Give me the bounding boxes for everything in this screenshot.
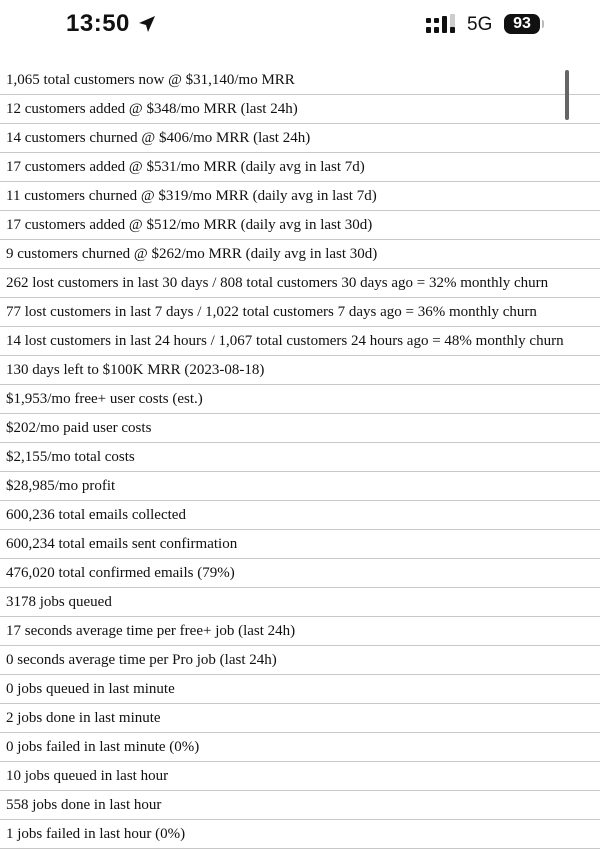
stat-row: 2 jobs done in last minute bbox=[0, 704, 600, 733]
stat-row: 17 customers added @ $512/mo MRR (daily … bbox=[0, 211, 600, 240]
stat-row: 14 customers churned @ $406/mo MRR (last… bbox=[0, 124, 600, 153]
stat-row: 17 seconds average time per free+ job (l… bbox=[0, 617, 600, 646]
stat-row: $28,985/mo profit bbox=[0, 472, 600, 501]
location-arrow-icon bbox=[139, 16, 155, 32]
scrollbar[interactable] bbox=[565, 70, 569, 120]
stat-row: 1,065 total customers now @ $31,140/mo M… bbox=[0, 66, 600, 95]
stat-row: 14 lost customers in last 24 hours / 1,0… bbox=[0, 327, 600, 356]
cellular-signal-icon bbox=[426, 14, 455, 33]
battery-tip bbox=[542, 20, 544, 28]
stat-row: 17 customers added @ $531/mo MRR (daily … bbox=[0, 153, 600, 182]
stat-row: 0 jobs failed in last minute (0%) bbox=[0, 733, 600, 762]
stats-list: 1,065 total customers now @ $31,140/mo M… bbox=[0, 66, 600, 849]
stat-row: 558 jobs done in last hour bbox=[0, 791, 600, 820]
stat-row: 10 jobs queued in last hour bbox=[0, 762, 600, 791]
stat-row: 77 lost customers in last 7 days / 1,022… bbox=[0, 298, 600, 327]
stat-row: $202/mo paid user costs bbox=[0, 414, 600, 443]
stat-row: 600,236 total emails collected bbox=[0, 501, 600, 530]
stat-row: 0 seconds average time per Pro job (last… bbox=[0, 646, 600, 675]
stat-row: 12 customers added @ $348/mo MRR (last 2… bbox=[0, 95, 600, 124]
stat-row: 476,020 total confirmed emails (79%) bbox=[0, 559, 600, 588]
clock: 13:50 bbox=[66, 10, 130, 37]
stat-row: 0 jobs queued in last minute bbox=[0, 675, 600, 704]
stat-row: 600,234 total emails sent confirmation bbox=[0, 530, 600, 559]
stat-row: 3178 jobs queued bbox=[0, 588, 600, 617]
stat-row: 9 customers churned @ $262/mo MRR (daily… bbox=[0, 240, 600, 269]
stat-row: 130 days left to $100K MRR (2023-08-18) bbox=[0, 356, 600, 385]
stat-row: $2,155/mo total costs bbox=[0, 443, 600, 472]
stat-row: 1 jobs failed in last hour (0%) bbox=[0, 820, 600, 849]
network-type: 5G bbox=[467, 14, 493, 35]
stat-row: $1,953/mo free+ user costs (est.) bbox=[0, 385, 600, 414]
battery-icon: 93 bbox=[504, 14, 540, 34]
stat-row: 262 lost customers in last 30 days / 808… bbox=[0, 269, 600, 298]
stat-row: 11 customers churned @ $319/mo MRR (dail… bbox=[0, 182, 600, 211]
status-bar: 13:50 5G 93 bbox=[0, 0, 600, 52]
